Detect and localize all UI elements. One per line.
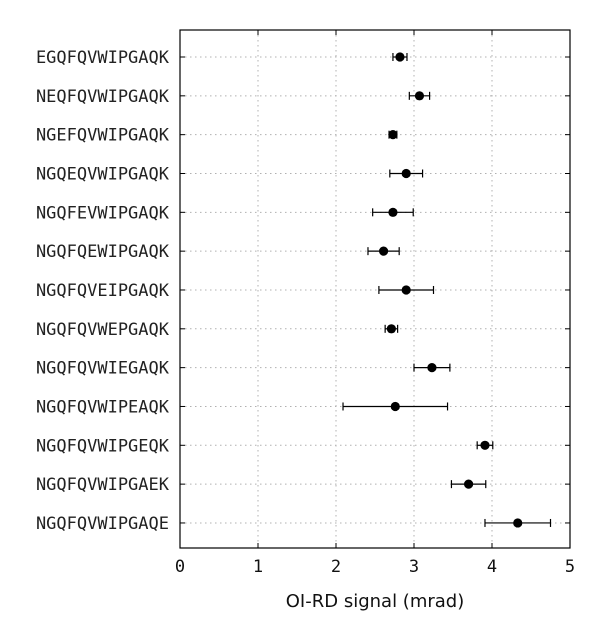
- data-point: [513, 518, 523, 528]
- category-label: NGQFQVWIPGAQE: [36, 514, 169, 534]
- data-point: [414, 91, 425, 101]
- data-point: [401, 168, 411, 179]
- category-label: NGQFQEWIPGAQK: [36, 242, 170, 262]
- x-tick-label: 1: [253, 557, 263, 577]
- category-label: EGQFQVWIPGAQK: [36, 48, 170, 68]
- x-tick-label: 3: [409, 557, 419, 577]
- grid-layer: [180, 30, 570, 548]
- x-tick-label: 4: [487, 557, 497, 577]
- data-point: [480, 440, 490, 450]
- labels-layer: 0 1 2 3 4 5 EGQFQVWIPGAQK NEQFQVWIPGAQK NGEFQVWI…: [36, 48, 575, 577]
- data-point: [386, 324, 396, 334]
- category-label: NGQEQVWIPGAQK: [36, 164, 170, 184]
- data-point: [395, 52, 405, 62]
- category-label: NGQFQVEIPGAQK: [36, 281, 170, 301]
- category-label: NGQFQVWEPGAQK: [36, 320, 170, 340]
- category-label: NGQFEVWIPGAQK: [36, 203, 170, 223]
- category-label: NGQFQVWIPGEQK: [36, 436, 170, 456]
- ticks-layer: [179, 30, 571, 548]
- data-point: [427, 363, 437, 373]
- data-point: [388, 207, 398, 217]
- error-bars-layer: [342, 53, 552, 527]
- data-point: [378, 246, 389, 256]
- x-tick-label: 2: [331, 557, 341, 577]
- category-label: NGQFQVWIPGAEK: [36, 475, 170, 495]
- data-point: [390, 401, 400, 412]
- x-tick-label: 0: [175, 557, 185, 577]
- data-point: [388, 130, 398, 140]
- data-points-layer: [378, 52, 523, 528]
- category-label: NGQFQVWIEGAQK: [36, 359, 170, 379]
- x-tick-label: 5: [565, 557, 575, 577]
- data-point: [464, 479, 474, 489]
- plot-frame: [179, 29, 571, 549]
- x-axis-title: OI-RD signal (mrad): [286, 591, 464, 612]
- data-point: [401, 285, 411, 295]
- category-label: NGEFQVWIPGAQK: [36, 126, 170, 146]
- category-label: NEQFQVWIPGAQK: [36, 87, 170, 107]
- category-label: NGQFQVWIPEAQK: [36, 397, 170, 417]
